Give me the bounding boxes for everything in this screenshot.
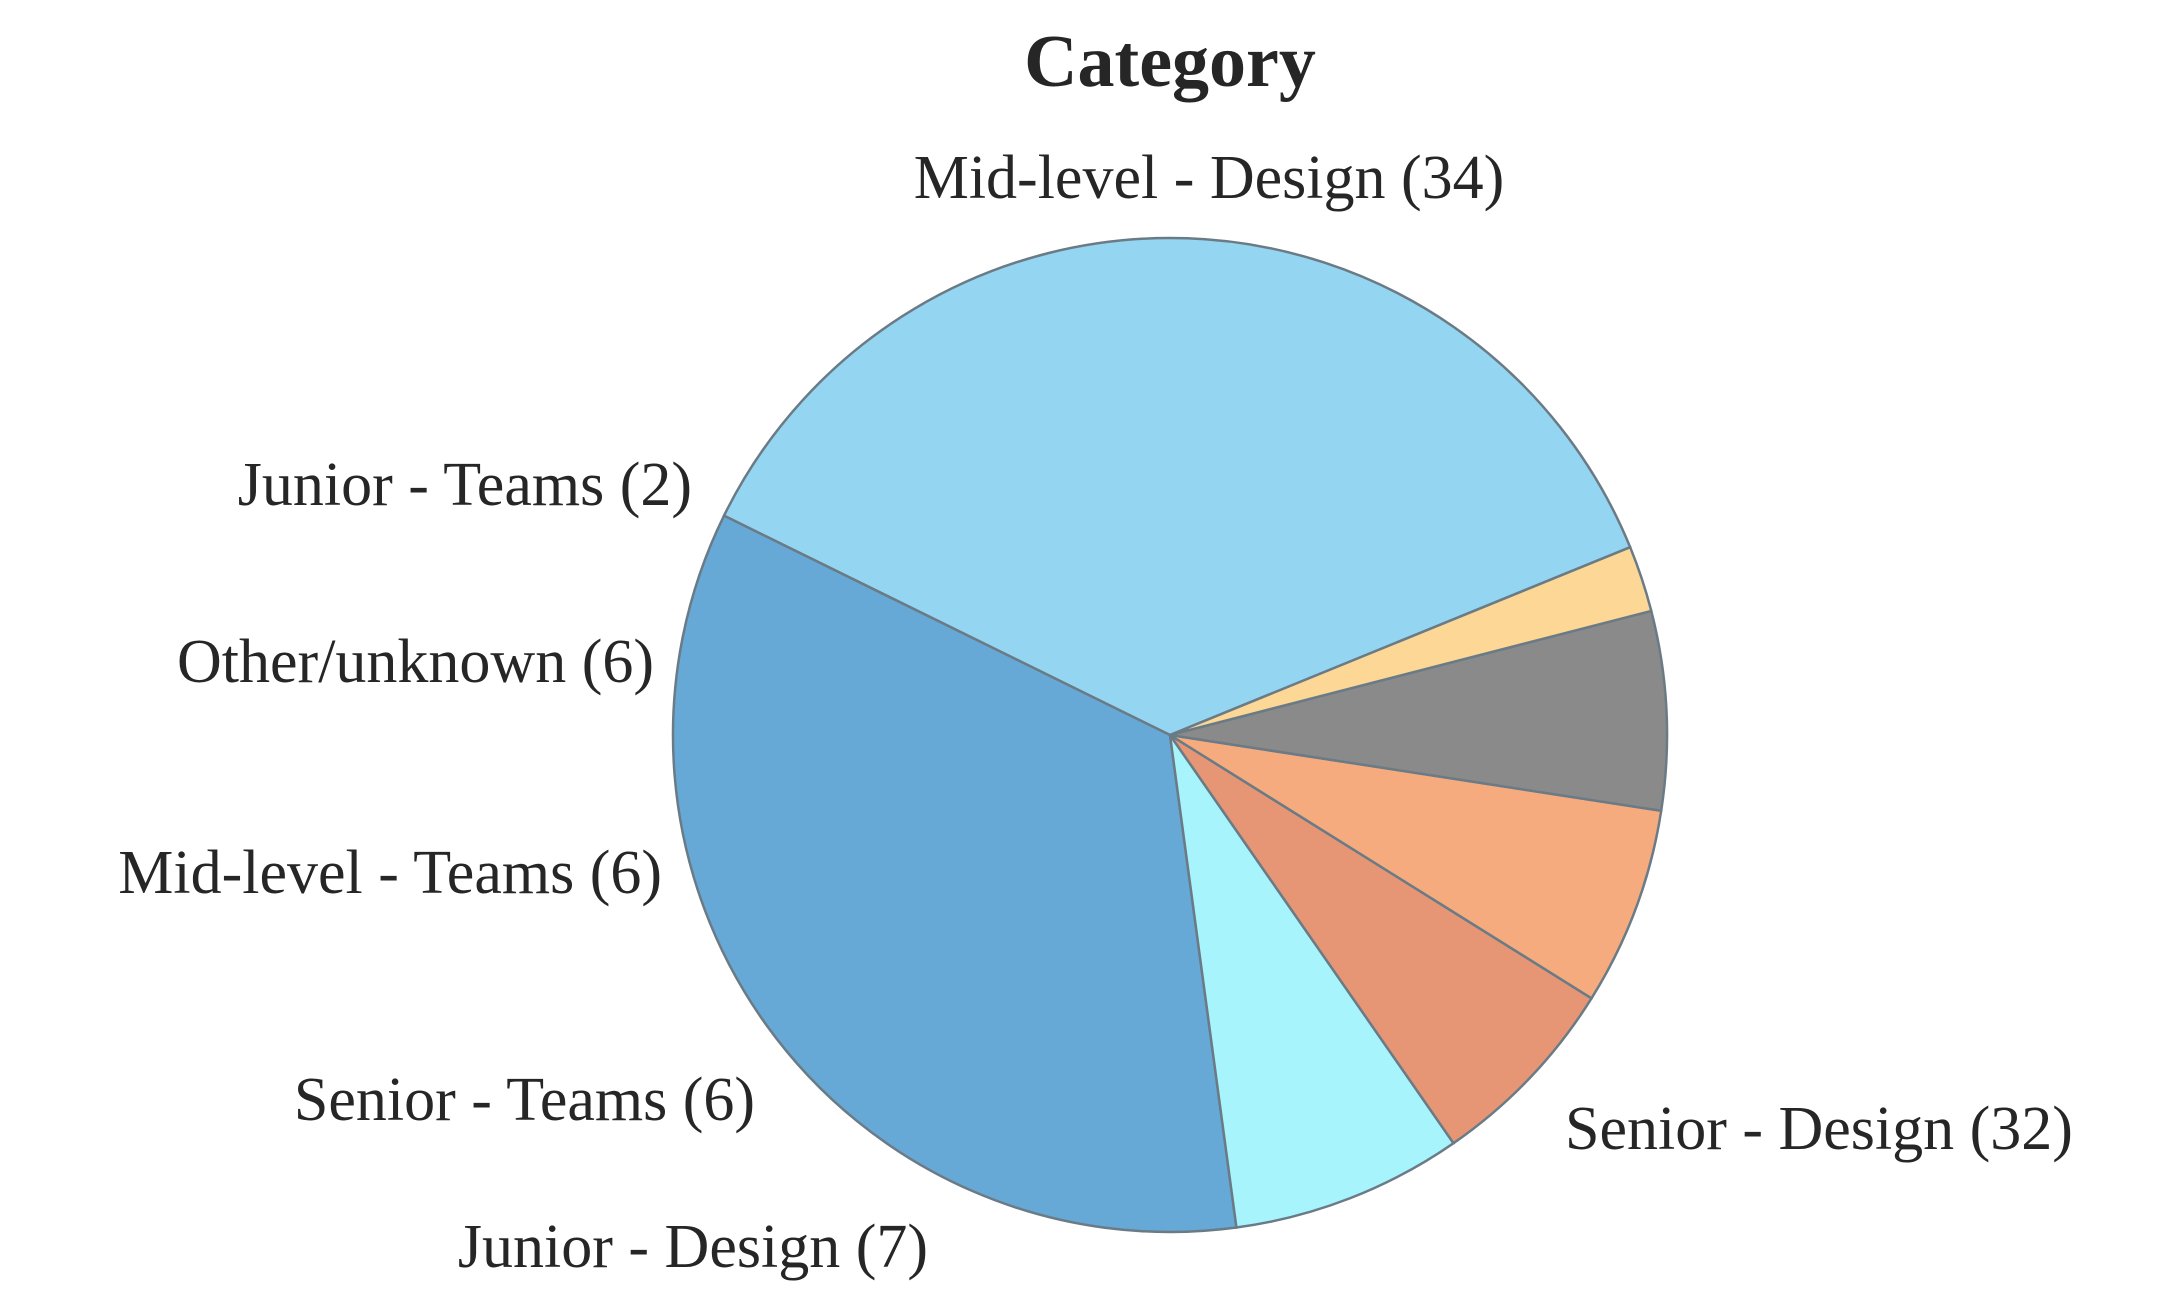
pie-label-mid-level-design: Mid-level - Design (34): [914, 144, 1505, 212]
pie-slice-junior-design: [1168, 734, 1456, 1229]
pie-slice-other-unknown: [1169, 609, 1669, 813]
pie-label-junior-design: Junior - Design (7): [458, 1213, 928, 1281]
pie-label-mid-level-teams: Mid-level - Teams (6): [118, 839, 662, 907]
pie-slice-mid-level-teams: [1169, 733, 1663, 1001]
chart-title: Category: [1024, 21, 1316, 103]
pie-label-senior-design: Senior - Design (32): [1565, 1095, 2073, 1163]
pie-slice-junior-teams: [1169, 545, 1653, 737]
pie-labels: Mid-level - Design (34) Senior - Design (…: [118, 144, 2073, 1281]
pie-label-other-unknown: Other/unknown (6): [177, 628, 654, 696]
pie-slice-senior-teams: [1168, 733, 1594, 1145]
pie-label-junior-teams: Junior - Teams (2): [238, 451, 692, 519]
pie-slice-senior-design: [671, 513, 1238, 1234]
pie-slice-mid-level-design: [722, 236, 1632, 737]
pie-slices: [671, 236, 1669, 1234]
pie-label-senior-teams: Senior - Teams (6): [294, 1066, 755, 1134]
